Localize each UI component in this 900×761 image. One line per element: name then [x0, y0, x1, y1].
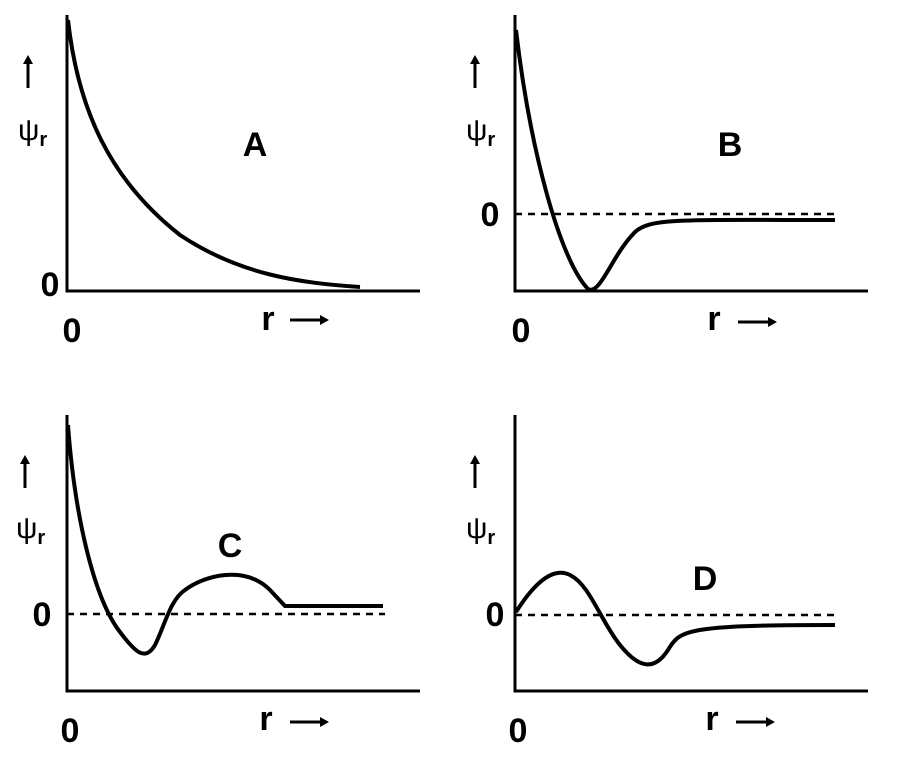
axes [65, 415, 420, 693]
x-origin: 0 [512, 312, 531, 350]
panel-label: C [218, 527, 243, 565]
x-origin: 0 [509, 712, 528, 750]
y-axis-label: ψr [466, 512, 495, 549]
subscript: r [487, 129, 495, 151]
curve [514, 29, 836, 292]
x-axis-label: r [705, 700, 718, 738]
x-axis-label: r [259, 700, 272, 738]
axes [513, 415, 868, 693]
subscript: r [37, 527, 45, 549]
x-axis-label: r [707, 300, 720, 338]
curve [514, 570, 836, 667]
panel-label: A [243, 126, 268, 164]
y-axis-label: ψr [18, 114, 47, 151]
panel-label: D [693, 560, 718, 598]
y-zero: 0 [33, 596, 52, 634]
x-origin: 0 [63, 312, 82, 350]
curve [66, 424, 383, 656]
panel-b: ψr B 0 0 r [466, 15, 868, 350]
subscript: r [39, 129, 47, 151]
panel-c: ψr C 0 0 r [16, 415, 420, 750]
y-zero: 0 [486, 596, 505, 634]
panel-a: ψr A 0 0 r [18, 15, 420, 350]
subscript: r [487, 527, 495, 549]
axes [65, 15, 420, 293]
panel-label: B [718, 126, 743, 164]
psi: ψ [466, 512, 487, 545]
y-zero: 0 [481, 196, 500, 234]
psi: ψ [466, 114, 487, 147]
y-axis-label: ψr [16, 512, 45, 549]
axes [513, 15, 868, 293]
panel-d: ψr D 0 0 r [466, 415, 868, 750]
curve [66, 19, 361, 289]
psi: ψ [16, 512, 37, 545]
x-axis-label: r [261, 300, 274, 338]
psi: ψ [18, 114, 39, 147]
x-origin: 0 [61, 712, 80, 750]
y-axis-label: ψr [466, 114, 495, 151]
y-zero: 0 [41, 266, 60, 304]
